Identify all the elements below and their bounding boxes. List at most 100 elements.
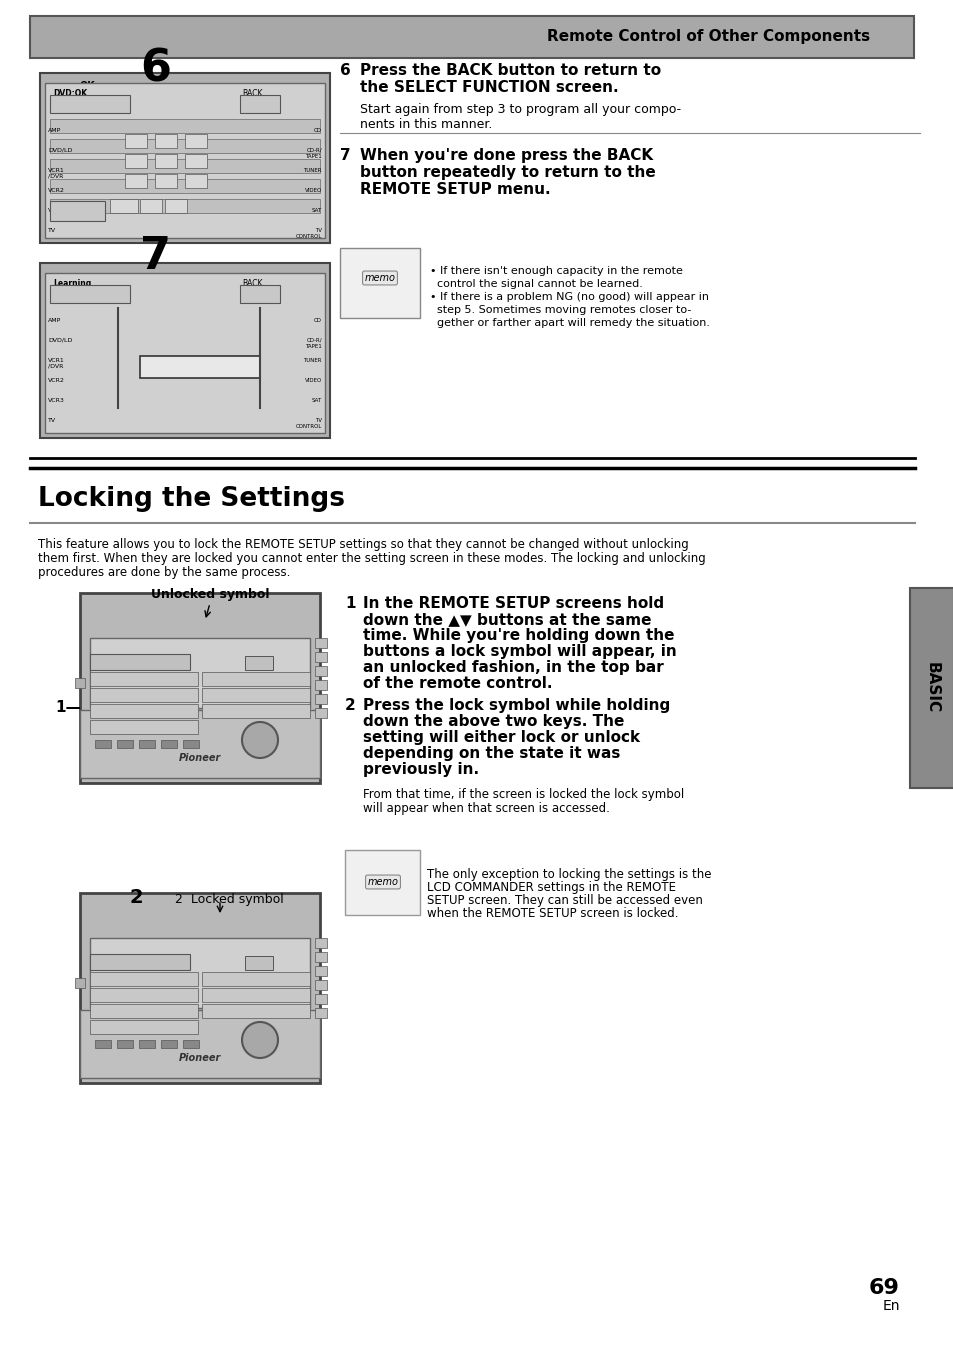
Text: VIDEO: VIDEO xyxy=(304,377,322,383)
Text: previously in.: previously in. xyxy=(363,762,478,776)
Text: In the REMOTE SETUP screens hold: In the REMOTE SETUP screens hold xyxy=(363,596,663,611)
Text: BACK: BACK xyxy=(242,279,262,288)
Bar xyxy=(90,687,198,702)
Text: Press the BACK button to return to: Press the BACK button to return to xyxy=(359,63,660,78)
Text: Remote Control of Other Components: Remote Control of Other Components xyxy=(546,30,869,44)
Text: MULTI OPERATION: MULTI OPERATION xyxy=(92,724,149,728)
Bar xyxy=(80,593,319,783)
Text: 6: 6 xyxy=(140,49,171,92)
Text: step 5. Sometimes moving remotes closer to-: step 5. Sometimes moving remotes closer … xyxy=(430,305,691,315)
Bar xyxy=(339,248,419,318)
Text: REMOTE SETUP menu.: REMOTE SETUP menu. xyxy=(359,182,550,197)
Text: 7: 7 xyxy=(339,148,351,163)
Text: When you're done press the BACK: When you're done press the BACK xyxy=(359,148,653,163)
Bar xyxy=(90,673,198,686)
Text: nents in this manner.: nents in this manner. xyxy=(359,119,492,131)
Text: VCR3: VCR3 xyxy=(48,398,65,403)
Bar xyxy=(240,94,280,113)
Text: MULTI OPERATION: MULTI OPERATION xyxy=(92,1023,149,1029)
Bar xyxy=(80,710,319,778)
Bar xyxy=(125,174,147,187)
Bar xyxy=(90,720,198,735)
Bar xyxy=(183,1041,199,1047)
Text: TV
CONTROL: TV CONTROL xyxy=(295,418,322,429)
Bar xyxy=(314,652,327,662)
Bar xyxy=(314,708,327,718)
Text: 0: 0 xyxy=(149,201,153,210)
Bar xyxy=(140,356,260,377)
Bar xyxy=(314,993,327,1004)
Text: C: C xyxy=(172,201,179,210)
Text: BACK: BACK xyxy=(247,659,264,665)
Text: 2: 2 xyxy=(345,698,355,713)
Text: The only exception to locking the settings is the: The only exception to locking the settin… xyxy=(427,868,711,882)
Text: 6: 6 xyxy=(193,156,198,166)
Bar xyxy=(125,154,147,168)
Bar xyxy=(50,200,319,213)
Text: 3: 3 xyxy=(193,136,198,146)
Text: 7: 7 xyxy=(140,235,171,278)
Bar xyxy=(110,200,138,213)
Text: TV: TV xyxy=(48,418,56,423)
Bar xyxy=(202,673,310,686)
Text: SETUP screen. They can still be accessed even: SETUP screen. They can still be accessed… xyxy=(427,894,702,907)
Bar xyxy=(314,967,327,976)
Text: gether or farther apart will remedy the situation.: gether or farther apart will remedy the … xyxy=(430,318,709,328)
Text: buttons a lock symbol will appear, in: buttons a lock symbol will appear, in xyxy=(363,644,676,659)
Text: CD-R/
TAPE1: CD-R/ TAPE1 xyxy=(305,148,322,159)
Text: • If there isn't enough capacity in the remote: • If there isn't enough capacity in the … xyxy=(430,266,682,276)
Text: 1: 1 xyxy=(133,136,138,146)
Bar xyxy=(80,1010,319,1078)
Bar xyxy=(154,154,177,168)
Bar xyxy=(80,892,319,1082)
Text: time. While you're holding down the: time. While you're holding down the xyxy=(363,628,674,643)
Bar xyxy=(45,84,325,239)
Text: DIRECT FUNCTION: DIRECT FUNCTION xyxy=(204,976,262,980)
Text: DVD/LD: DVD/LD xyxy=(48,338,72,342)
Text: the SELECT FUNCTION screen.: the SELECT FUNCTION screen. xyxy=(359,80,618,94)
Text: CD: CD xyxy=(314,128,322,133)
Text: DVD/LD: DVD/LD xyxy=(48,148,72,154)
Bar xyxy=(183,740,199,748)
Bar xyxy=(90,972,198,985)
Text: BACK: BACK xyxy=(242,89,262,98)
Bar xyxy=(185,154,207,168)
Text: • If there is a problem NG (no good) will appear in: • If there is a problem NG (no good) wil… xyxy=(430,293,708,302)
Bar xyxy=(50,179,319,193)
Text: BACK: BACK xyxy=(247,960,264,965)
Text: MENU: MENU xyxy=(52,210,71,216)
Bar xyxy=(139,1041,154,1047)
Text: 5: 5 xyxy=(163,156,169,166)
Text: SAT: SAT xyxy=(312,398,322,403)
Circle shape xyxy=(242,723,277,758)
Bar xyxy=(154,133,177,148)
Bar xyxy=(30,16,913,58)
Circle shape xyxy=(242,1022,277,1058)
Text: CD-R/
TAPE1: CD-R/ TAPE1 xyxy=(305,338,322,349)
Bar xyxy=(202,1004,310,1018)
Bar xyxy=(45,274,325,433)
Text: down the above two keys. The: down the above two keys. The xyxy=(363,714,623,729)
Bar xyxy=(90,1004,198,1018)
Text: an unlocked fashion, in the top bar: an unlocked fashion, in the top bar xyxy=(363,661,663,675)
Text: LCD COMMANDER settings in the REMOTE: LCD COMMANDER settings in the REMOTE xyxy=(427,882,676,894)
Text: +10: +10 xyxy=(116,201,132,210)
Text: 69: 69 xyxy=(868,1278,899,1298)
Text: ITEM MEMO: ITEM MEMO xyxy=(204,992,240,996)
Bar xyxy=(90,654,190,670)
Text: will appear when that screen is accessed.: will appear when that screen is accessed… xyxy=(363,802,609,816)
Text: Pioneer: Pioneer xyxy=(178,1053,221,1064)
Bar xyxy=(90,988,198,1002)
Text: depending on the state it was: depending on the state it was xyxy=(363,745,619,762)
Bar xyxy=(161,1041,177,1047)
Text: LEARNING: LEARNING xyxy=(92,708,125,713)
Bar xyxy=(161,740,177,748)
Text: setting will either lock or unlock: setting will either lock or unlock xyxy=(363,731,639,745)
Bar xyxy=(90,638,310,708)
Text: LCD
COMMANDER: LCD COMMANDER xyxy=(92,973,135,984)
Text: 2: 2 xyxy=(130,888,144,907)
Bar xyxy=(314,694,327,704)
Bar xyxy=(245,656,273,670)
Bar xyxy=(240,284,280,303)
Text: VCR2: VCR2 xyxy=(48,187,65,193)
